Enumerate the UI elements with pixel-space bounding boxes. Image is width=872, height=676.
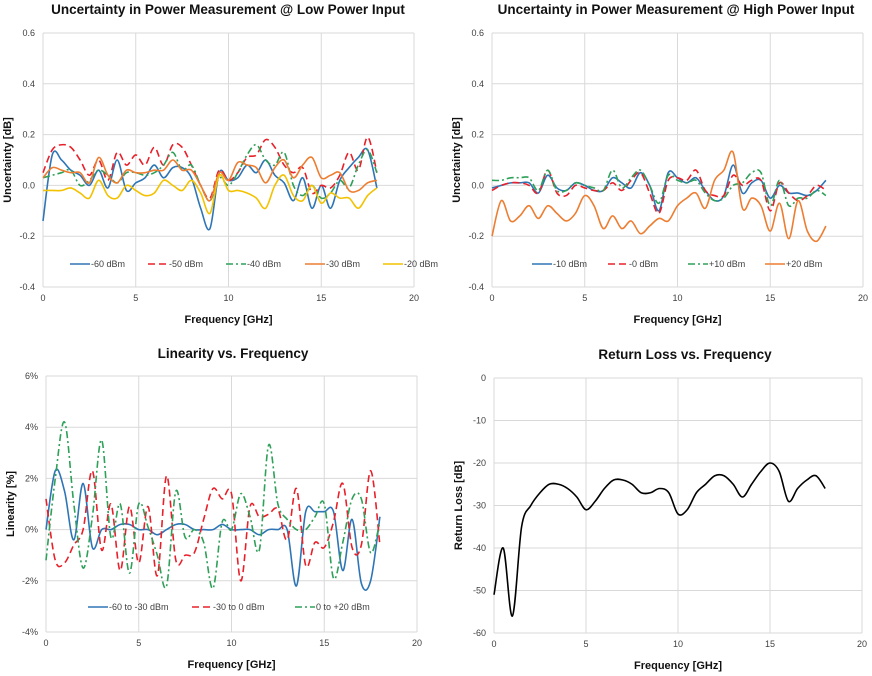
y-tick-label: -0.4 (19, 282, 35, 292)
legend-label: -0 dBm (629, 259, 658, 269)
y-tick-label: -10 (473, 416, 486, 426)
y-tick-label: -2% (22, 576, 38, 586)
y-tick-label: 4% (25, 422, 38, 432)
y-tick-label: 0.6 (471, 28, 484, 38)
legend-label: +10 dBm (709, 259, 745, 269)
y-tick-label: -20 (473, 458, 486, 468)
legend-label: -60 dBm (91, 259, 125, 269)
x-tick-label: 10 (672, 293, 682, 303)
series-line-3 (45, 421, 381, 590)
y-tick-label: 0 (481, 373, 486, 383)
legend-label: +20 dBm (786, 259, 822, 269)
x-tick-label: 10 (673, 639, 683, 649)
y-tick-label: 0.2 (471, 130, 484, 140)
y-tick-label: -0.2 (19, 231, 35, 241)
chart-title: Return Loss vs. Frequency (598, 347, 772, 362)
y-tick-label: 0.4 (471, 79, 484, 89)
y-tick-label: -40 (473, 543, 486, 553)
y-tick-label: -0.2 (468, 231, 484, 241)
chart-2: Uncertainty in Power Measurement @ High … (451, 2, 868, 326)
x-tick-label: 20 (412, 638, 422, 648)
series-line-3 (491, 169, 827, 208)
x-axis-title: Frequency [GHz] (633, 314, 721, 326)
x-tick-label: 15 (765, 293, 775, 303)
legend-label: -20 dBm (404, 259, 438, 269)
x-tick-label: 0 (491, 639, 496, 649)
x-tick-label: 15 (316, 293, 326, 303)
x-tick-label: 5 (583, 639, 588, 649)
y-tick-label: 0.6 (22, 28, 35, 38)
series-line-2 (42, 136, 378, 200)
y-axis-title: Uncertainty [dB] (451, 117, 463, 203)
y-tick-label: 0.2 (22, 130, 35, 140)
y-tick-label: 0.4 (22, 79, 35, 89)
y-tick-label: -60 (473, 628, 486, 638)
legend-label: -30 dBm (326, 259, 360, 269)
x-tick-label: 20 (409, 293, 419, 303)
y-tick-label: 0.0 (22, 180, 35, 190)
y-tick-label: 0.0 (471, 180, 484, 190)
y-tick-label: -4% (22, 627, 38, 637)
x-tick-label: 5 (133, 293, 138, 303)
series-line-1 (45, 468, 381, 591)
y-tick-label: -50 (473, 586, 486, 596)
chart-3: Linearity vs. Frequency 0 5 10 15 20 -4% -2% 0% 2… (5, 346, 422, 671)
x-tick-label: 20 (858, 293, 868, 303)
chart-title: Uncertainty in Power Measurement @ Low P… (51, 2, 405, 17)
y-axis-title: Linearity [%] (5, 471, 17, 537)
x-axis-title: Frequency [GHz] (634, 660, 722, 672)
x-axis-title: Frequency [GHz] (184, 314, 272, 326)
x-tick-label: 15 (319, 638, 329, 648)
x-tick-label: 5 (136, 638, 141, 648)
legend-label: -50 dBm (169, 259, 203, 269)
series-line-4 (42, 156, 378, 202)
legend-label: -60 to -30 dBm (109, 602, 169, 612)
legend-label: -10 dBm (553, 259, 587, 269)
x-tick-label: 0 (40, 293, 45, 303)
chart-1: Uncertainty in Power Measurement @ Low P… (2, 2, 438, 326)
legend-label: -30 to 0 dBm (213, 602, 265, 612)
legend-label: -40 dBm (247, 259, 281, 269)
series-line-2 (45, 469, 381, 582)
series-line-2 (491, 169, 827, 215)
y-tick-label: 2% (25, 473, 38, 483)
x-tick-label: 20 (857, 639, 867, 649)
y-tick-label: -30 (473, 501, 486, 511)
y-axis-title: Return Loss [dB] (453, 461, 465, 551)
legend-label: 0 to +20 dBm (316, 602, 370, 612)
x-tick-label: 0 (489, 293, 494, 303)
y-axis-title: Uncertainty [dB] (2, 117, 14, 203)
x-tick-label: 15 (765, 639, 775, 649)
x-tick-label: 10 (223, 293, 233, 303)
x-tick-label: 0 (43, 638, 48, 648)
x-tick-label: 5 (582, 293, 587, 303)
series-line-4 (491, 150, 827, 243)
x-tick-label: 10 (226, 638, 236, 648)
y-tick-label: 6% (25, 371, 38, 381)
y-tick-label: 0% (25, 525, 38, 535)
chart-4: Return Loss vs. Frequency 0 5 10 15 20 -60 -50 -… (453, 347, 867, 672)
chart-title: Linearity vs. Frequency (158, 346, 309, 361)
y-tick-label: -0.4 (468, 282, 484, 292)
series-line-1 (493, 462, 826, 617)
series-line-5 (43, 173, 378, 215)
chart-title: Uncertainty in Power Measurement @ High … (498, 2, 855, 17)
x-axis-title: Frequency [GHz] (187, 659, 275, 671)
series-line-1 (491, 164, 827, 212)
series-line-3 (42, 143, 378, 202)
